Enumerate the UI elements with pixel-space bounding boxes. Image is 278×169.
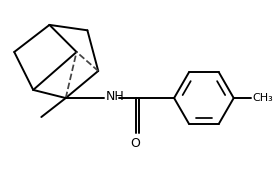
Text: O: O [131, 137, 141, 150]
Text: CH₃: CH₃ [253, 93, 274, 103]
Text: NH: NH [106, 90, 125, 103]
